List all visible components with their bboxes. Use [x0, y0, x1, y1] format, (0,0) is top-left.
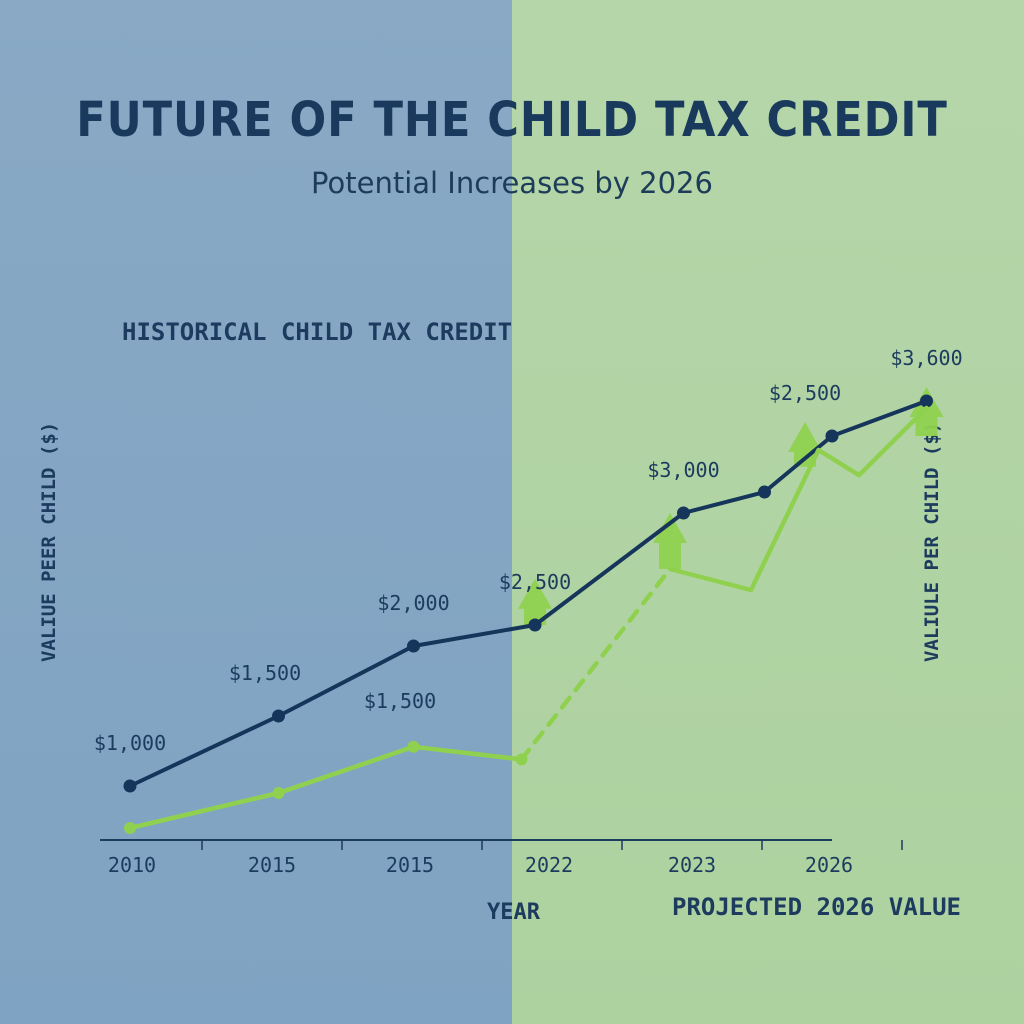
x-tick-label: 2022	[525, 853, 573, 877]
projected-section-label: PROJECTED 2026 VALUE	[672, 893, 961, 921]
series-line-navy	[128, 399, 929, 788]
x-tick-label: 2015	[386, 853, 434, 877]
data-label: $1,500	[364, 689, 436, 713]
data-point	[407, 740, 420, 753]
projected-background-panel	[512, 0, 1024, 1024]
data-label: $1,000	[94, 731, 166, 755]
data-label: $3,600	[890, 346, 962, 370]
data-point	[758, 485, 771, 499]
data-point	[825, 429, 839, 443]
data-point	[677, 506, 690, 520]
increase-arrow	[653, 513, 687, 569]
increase-arrow	[909, 387, 944, 436]
data-point	[528, 618, 542, 632]
x-tick-label: 2015	[248, 853, 296, 877]
historical-section-label: HISTORICAL CHILD TAX CREDIT	[122, 318, 513, 346]
data-point	[407, 639, 420, 653]
chart-title: FUTURE OF THE CHILD TAX CREDIT	[76, 92, 948, 148]
data-label: $1,500	[229, 661, 301, 685]
x-axis-label: YEAR	[487, 900, 540, 925]
x-tick-label: 2023	[668, 853, 716, 877]
data-point	[272, 787, 285, 799]
historical-background-panel	[0, 0, 512, 1024]
data-point	[920, 394, 933, 408]
data-point	[124, 822, 136, 834]
data-point	[123, 779, 137, 793]
increase-arrow	[518, 578, 552, 625]
x-tick-label: 2010	[108, 853, 156, 877]
series-line-green	[667, 405, 929, 593]
data-label: $3,000	[647, 458, 719, 482]
series-line-green	[127, 744, 524, 831]
x-tick-label: 2026	[805, 853, 853, 877]
data-label: $2,500	[499, 570, 571, 594]
chart-subtitle: Potential Increases by 2026	[311, 166, 713, 200]
data-point	[272, 709, 285, 723]
series-line-green	[519, 566, 673, 762]
data-label: $2,500	[769, 381, 841, 405]
data-label: $2,000	[377, 591, 449, 615]
